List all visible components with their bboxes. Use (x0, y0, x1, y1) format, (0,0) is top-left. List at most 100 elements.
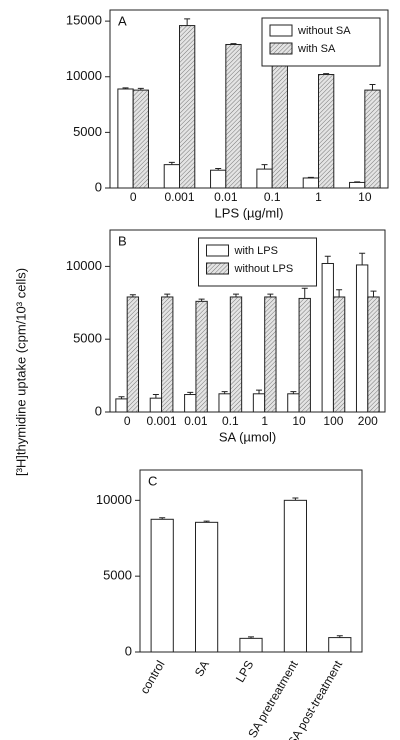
bar (332, 296, 346, 413)
y-tick-label: 5000 (103, 568, 132, 583)
error-bar (248, 636, 254, 639)
x-tick-label: 0.001 (164, 190, 194, 204)
panel-label: C (148, 473, 157, 488)
error-bar (129, 294, 136, 297)
legend-swatch (206, 262, 229, 275)
y-tick-label: 0 (95, 179, 102, 194)
error-bar (221, 391, 228, 394)
x-tick-label: 0.1 (264, 190, 281, 204)
panel-label: A (118, 13, 127, 28)
x-tick-label: 0.01 (184, 414, 208, 428)
bar (364, 89, 381, 189)
bar (349, 181, 366, 189)
bar (271, 59, 288, 189)
error-bar (184, 18, 191, 26)
y-tick-label: 0 (95, 403, 102, 418)
error-bar (292, 497, 299, 501)
bar (218, 393, 231, 413)
bar (225, 43, 242, 189)
x-tick-label: 200 (358, 414, 378, 428)
bar (239, 637, 263, 653)
error-bar (203, 520, 210, 523)
y-tick-label: 5000 (73, 124, 102, 139)
x-tick-label: 100 (323, 414, 343, 428)
error-bar (301, 287, 308, 299)
bar (179, 25, 196, 189)
error-bar (198, 298, 205, 302)
error-bar (137, 87, 144, 91)
y-tick-label: 5000 (73, 331, 102, 346)
error-bar (324, 255, 331, 264)
error-bar (232, 293, 239, 297)
bar (302, 177, 319, 189)
x-tick-label: 0.001 (147, 414, 177, 428)
error-bar (336, 289, 343, 297)
error-bar (359, 252, 366, 265)
x-tick-label: 0 (130, 190, 137, 204)
y-tick-label: 10000 (66, 68, 102, 83)
bar (321, 262, 334, 413)
x-tick-label: control (137, 658, 167, 696)
y-axis-label: [³H]thymidine uptake (cpm/10³ cells) (13, 268, 28, 476)
error-bar (122, 87, 129, 89)
x-tick-label: 1 (315, 190, 322, 204)
error-bar (323, 73, 330, 75)
legend-label: without LPS (234, 263, 294, 275)
bar (163, 164, 181, 189)
plot-frame (109, 9, 389, 189)
y-tick-label: 10000 (96, 492, 132, 507)
legend-label: without SA (297, 25, 351, 37)
x-tick-label: 0.1 (222, 414, 239, 428)
error-bar (370, 290, 377, 297)
y-tick-label: 10000 (66, 258, 102, 273)
bar (252, 393, 266, 413)
x-tick-label: 10 (292, 414, 306, 428)
bar (149, 397, 163, 413)
bar (355, 264, 369, 413)
bar (210, 169, 227, 189)
error-bar (290, 391, 297, 394)
error-bar (267, 293, 274, 297)
x-axis-label: SA (µmol) (219, 429, 276, 444)
y-tick-label: 15000 (66, 13, 102, 28)
error-bar (336, 635, 343, 638)
bar (184, 394, 197, 413)
x-tick-label: 0.01 (214, 190, 238, 204)
plot-frame (109, 229, 386, 413)
error-bar (168, 161, 175, 165)
error-bar (118, 396, 125, 399)
x-tick-label: 1 (261, 414, 268, 428)
error-bar (187, 391, 194, 395)
bar (229, 296, 243, 413)
legend-label: with LPS (234, 245, 278, 257)
bar (328, 637, 352, 653)
x-axis-label: LPS (µg/ml) (215, 205, 284, 220)
legend-swatch (269, 42, 293, 55)
bar (318, 74, 335, 189)
bar (126, 296, 140, 413)
x-tick-label: SA (192, 658, 212, 679)
bar (367, 296, 380, 413)
error-bar (307, 176, 314, 178)
error-bar (164, 293, 171, 297)
bar (132, 89, 149, 189)
error-bar (369, 84, 376, 91)
error-bar (152, 394, 159, 399)
x-tick-label: 10 (358, 190, 372, 204)
error-bar (230, 43, 237, 45)
error-bar (159, 517, 166, 520)
bar (195, 300, 208, 413)
bar (195, 521, 219, 653)
bar (298, 297, 311, 413)
error-bar (215, 168, 222, 171)
x-tick-label: 0 (124, 414, 131, 428)
error-bar (261, 164, 268, 170)
bar (161, 296, 174, 413)
legend-swatch (269, 24, 293, 37)
error-bar (354, 181, 361, 183)
bar (117, 88, 134, 189)
bar (287, 393, 300, 413)
legend-label: with SA (297, 43, 336, 55)
panel-label: B (118, 233, 127, 248)
